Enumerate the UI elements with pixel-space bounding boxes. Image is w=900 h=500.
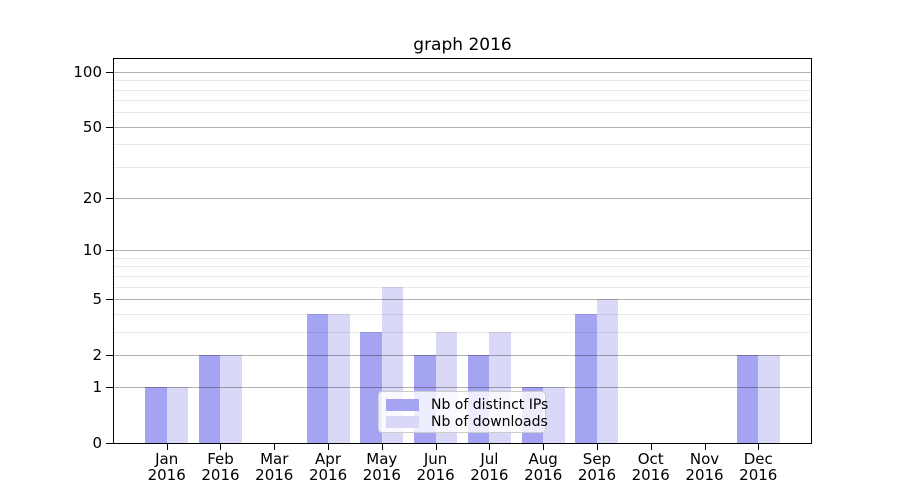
chart-title: graph 2016 xyxy=(413,35,512,55)
minor-gridline xyxy=(114,166,811,168)
minor-gridline xyxy=(114,286,811,288)
minor-gridline xyxy=(114,266,811,268)
x-tick-label-jun: Jun 2016 xyxy=(416,450,455,484)
bar-downloads-jan xyxy=(166,387,189,443)
x-tick-mark xyxy=(166,444,168,450)
major-gridline xyxy=(114,298,811,300)
legend: Nb of distinct IPs Nb of downloads xyxy=(378,391,548,433)
legend-item-downloads: Nb of downloads xyxy=(386,414,548,430)
minor-gridline xyxy=(114,80,811,82)
minor-gridline xyxy=(114,112,811,114)
x-tick-mark xyxy=(489,444,491,450)
x-tick-mark xyxy=(274,444,276,450)
y-tick-label: 100 xyxy=(73,62,102,81)
major-gridline xyxy=(114,354,811,356)
y-tick-label: 2 xyxy=(92,345,102,364)
minor-gridline xyxy=(114,89,811,91)
bar-distinct-ips-may xyxy=(360,331,382,443)
y-tick-label: 10 xyxy=(82,241,102,260)
y-tick-mark xyxy=(106,387,113,389)
x-tick-label-jul: Jul 2016 xyxy=(470,450,509,484)
bar-distinct-ips-dec xyxy=(736,354,759,443)
x-tick-label-aug: Aug 2016 xyxy=(524,450,563,484)
bar-distinct-ips-jan xyxy=(145,387,167,443)
y-tick-label: 0 xyxy=(92,434,102,452)
y-tick-label: 1 xyxy=(92,378,102,397)
y-tick-mark xyxy=(106,71,113,73)
bar-distinct-ips-sep xyxy=(575,313,597,443)
y-tick-mark xyxy=(106,354,113,356)
bar-downloads-dec xyxy=(758,354,780,443)
bar-downloads-apr xyxy=(328,313,350,443)
x-tick-label-jan: Jan 2016 xyxy=(147,450,186,484)
major-gridline xyxy=(114,387,811,389)
x-tick-mark xyxy=(328,444,330,450)
x-tick-mark xyxy=(435,444,437,450)
bar-distinct-ips-feb xyxy=(198,354,221,443)
minor-gridline xyxy=(114,313,811,315)
x-tick-mark xyxy=(543,444,545,450)
x-tick-label-mar: Mar 2016 xyxy=(255,450,294,484)
y-tick-mark xyxy=(106,443,113,444)
x-tick-label-oct: Oct 2016 xyxy=(631,450,670,484)
minor-gridline xyxy=(114,331,811,333)
x-tick-label-may: May 2016 xyxy=(362,450,401,484)
x-tick-mark xyxy=(650,444,652,450)
y-tick-mark xyxy=(106,198,113,200)
major-gridline xyxy=(114,71,811,73)
y-tick-mark xyxy=(106,298,113,300)
legend-swatch-distinct-ips xyxy=(386,399,419,411)
x-tick-mark xyxy=(381,444,383,450)
bar-downloads-feb xyxy=(220,354,242,443)
x-tick-label-dec: Dec 2016 xyxy=(739,450,778,484)
x-tick-label-sep: Sep 2016 xyxy=(577,450,617,484)
x-tick-mark xyxy=(704,444,706,450)
major-gridline xyxy=(114,198,811,200)
y-tick-label: 20 xyxy=(82,189,102,208)
x-tick-mark xyxy=(220,444,222,450)
legend-label-distinct-ips: Nb of distinct IPs xyxy=(431,397,549,413)
legend-item-distinct-ips: Nb of distinct IPs xyxy=(386,397,548,413)
major-gridline xyxy=(114,250,811,252)
y-tick-mark xyxy=(106,126,113,128)
legend-swatch-downloads xyxy=(386,416,419,428)
x-tick-mark xyxy=(596,444,598,450)
y-tick-label: 5 xyxy=(92,289,102,308)
bar-distinct-ips-apr xyxy=(306,313,329,443)
bar-downloads-sep xyxy=(596,298,619,443)
legend-label-downloads: Nb of downloads xyxy=(431,414,548,430)
x-tick-label-nov: Nov 2016 xyxy=(685,450,724,484)
major-gridline xyxy=(114,126,811,128)
y-tick-mark xyxy=(106,250,113,252)
minor-gridline xyxy=(114,257,811,259)
minor-gridline xyxy=(114,100,811,102)
y-tick-label: 50 xyxy=(82,117,102,136)
bar-downloads-aug xyxy=(543,387,565,443)
x-tick-mark xyxy=(758,444,760,450)
minor-gridline xyxy=(114,275,811,277)
plot-area xyxy=(113,58,812,444)
minor-gridline xyxy=(114,144,811,146)
x-tick-label-feb: Feb 2016 xyxy=(201,450,240,484)
x-tick-label-apr: Apr 2016 xyxy=(308,450,348,484)
